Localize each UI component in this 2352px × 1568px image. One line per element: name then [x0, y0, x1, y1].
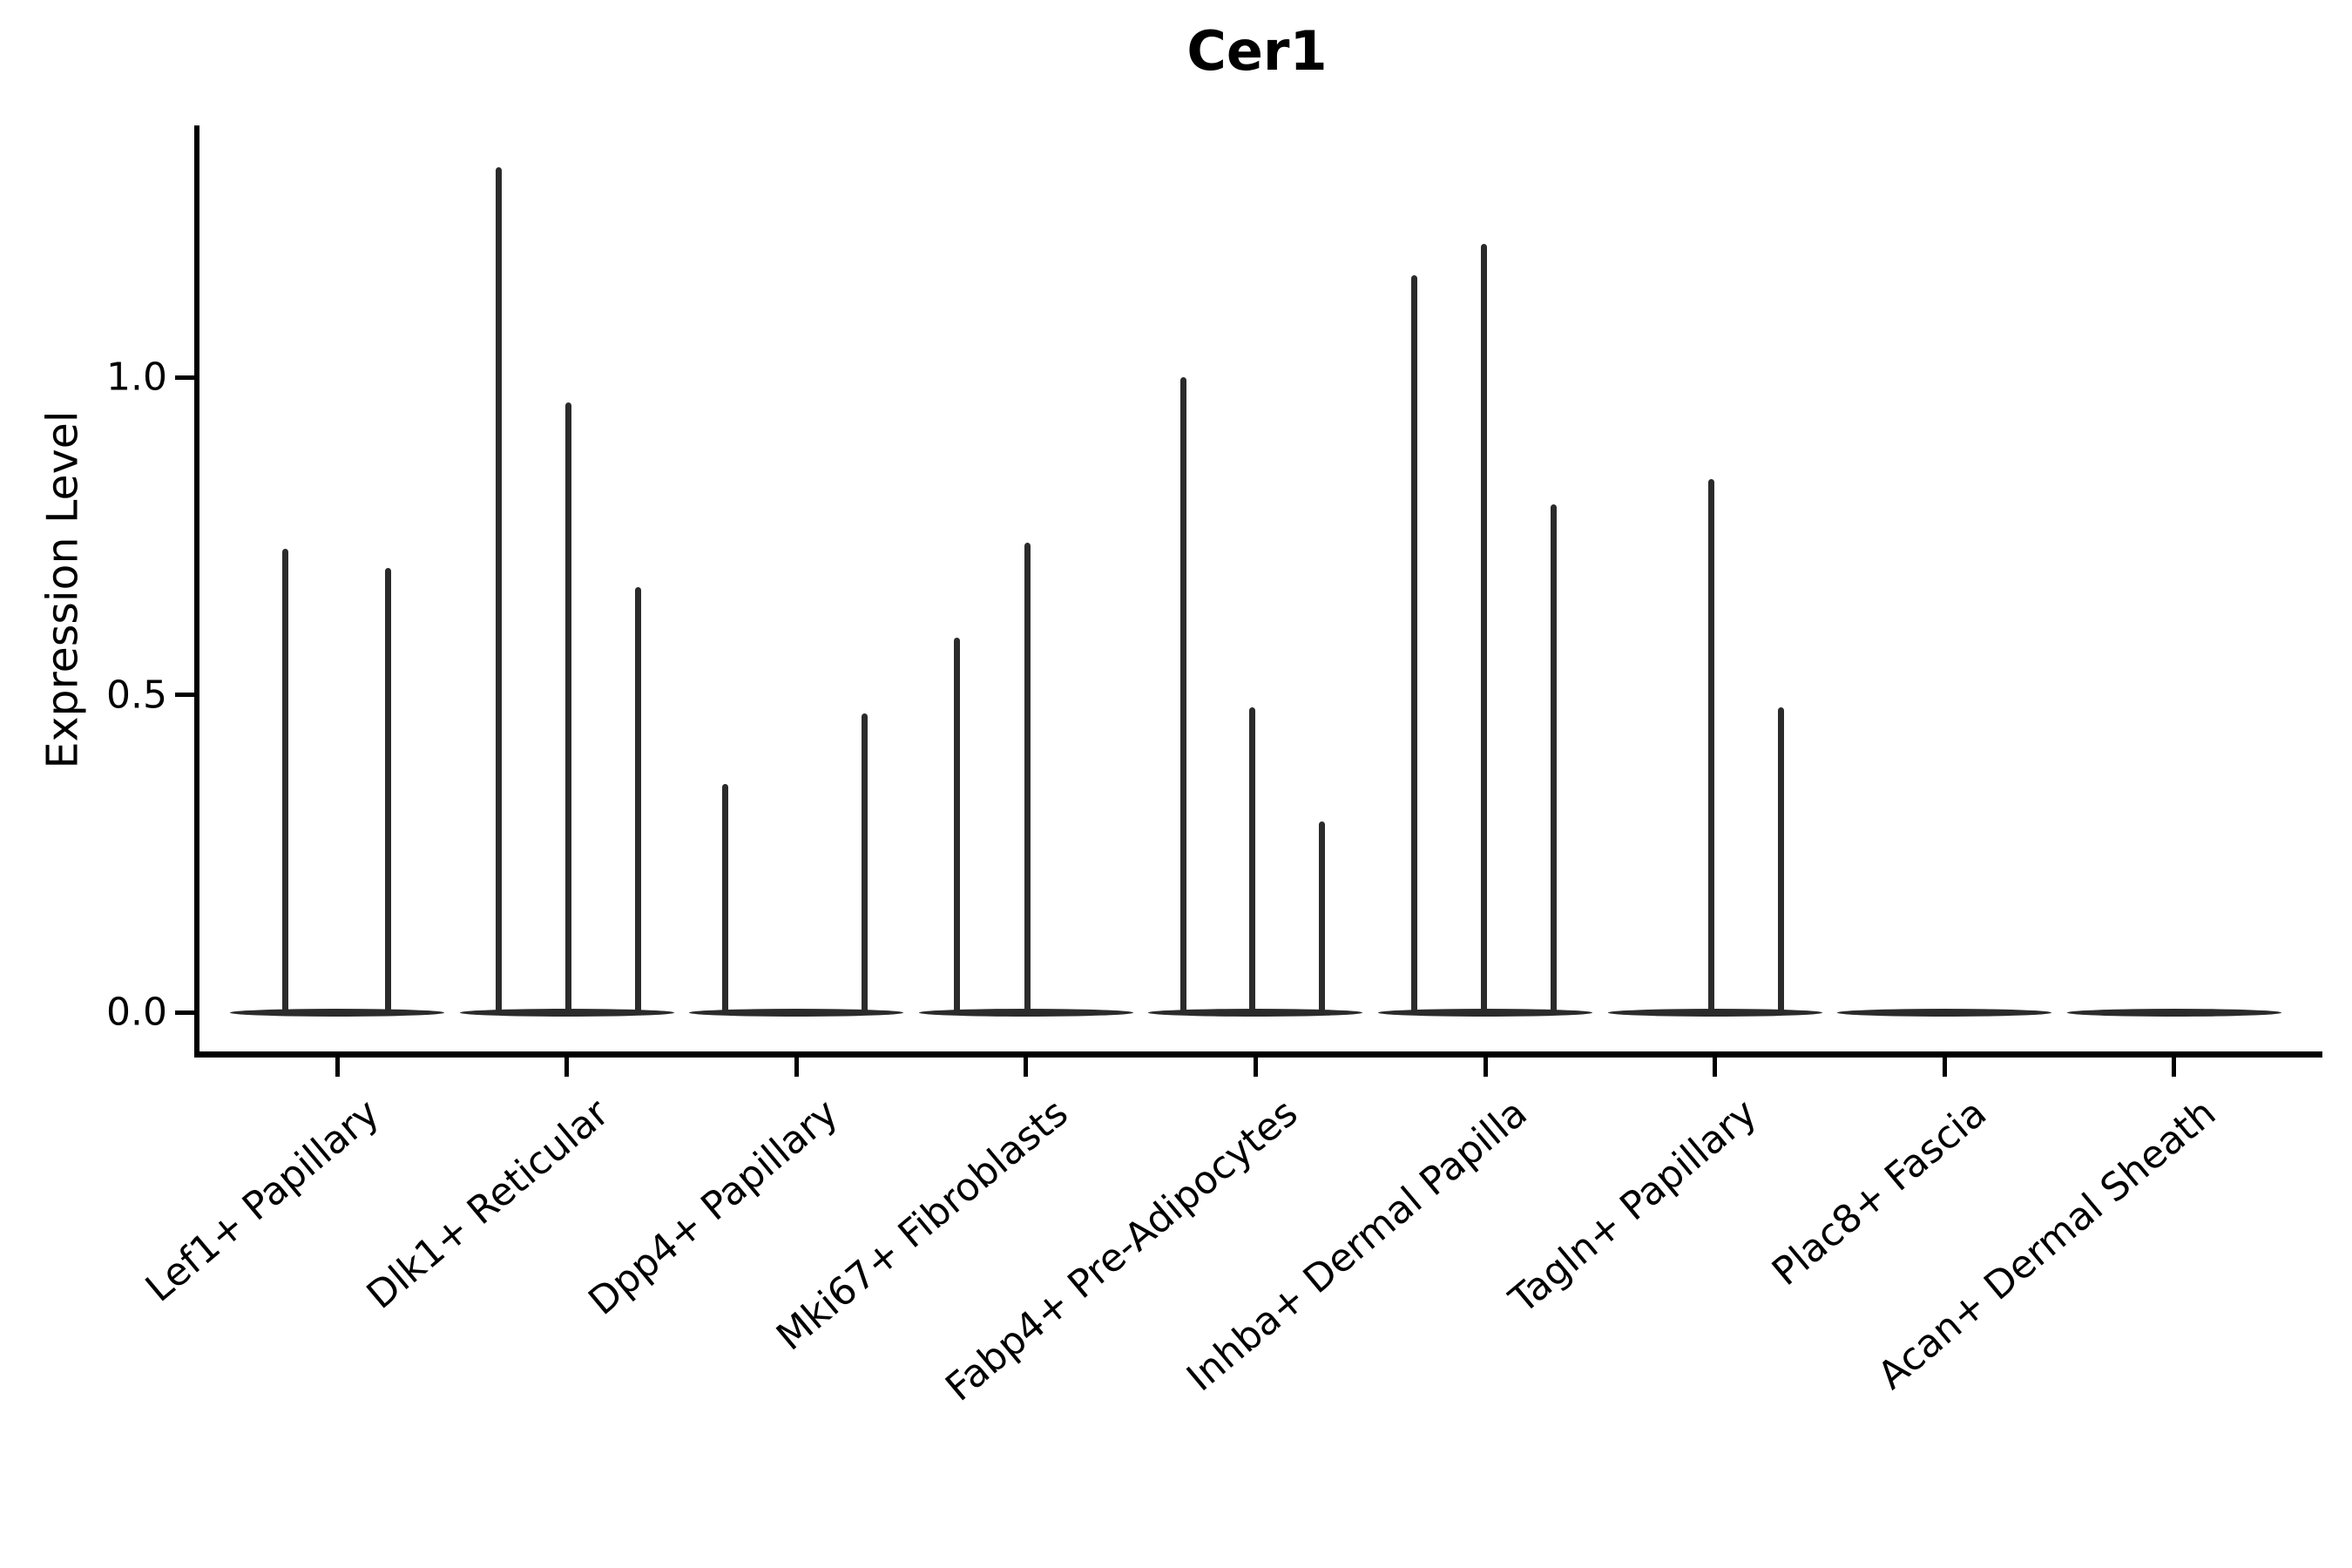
violin-spike: [1410, 275, 1417, 1012]
y-tick-mark: [175, 693, 194, 697]
violin-spike: [1708, 478, 1715, 1012]
violin-spike: [721, 783, 728, 1012]
violin-spike: [1179, 377, 1186, 1012]
x-tick-mark: [335, 1058, 340, 1077]
x-tick-label: Dpp4+ Papillary: [580, 1091, 847, 1324]
violin-spike: [1318, 821, 1325, 1012]
x-tick-label: Lef1+ Papillary: [137, 1091, 388, 1311]
x-tick-mark: [564, 1058, 570, 1077]
violin-spike: [954, 637, 961, 1012]
x-tick-mark: [1024, 1058, 1029, 1077]
violin-spike: [635, 586, 642, 1012]
violin-spike: [1024, 542, 1031, 1012]
violin-base: [1378, 1008, 1592, 1017]
y-tick-label: 1.0: [106, 355, 167, 400]
violin-spike: [565, 402, 572, 1012]
violin-spike: [1248, 707, 1255, 1012]
violin-base: [1607, 1008, 1822, 1017]
violin-spike: [1778, 707, 1785, 1012]
x-axis-spine: [194, 1051, 2322, 1058]
x-tick-label: Dlk1+ Reticular: [358, 1091, 618, 1318]
x-tick-mark: [794, 1058, 799, 1077]
violin-spike: [1480, 243, 1487, 1012]
violin-spike: [496, 167, 503, 1012]
violin-spike: [281, 548, 288, 1012]
y-axis-label: Expression Level: [37, 410, 88, 769]
violin-spike: [384, 567, 391, 1012]
y-tick-mark: [175, 1010, 194, 1015]
violin-base: [1837, 1008, 2052, 1017]
violin-base: [918, 1008, 1133, 1017]
violin-base: [689, 1008, 904, 1017]
violin-base: [1148, 1008, 1363, 1017]
y-tick-label: 0.0: [106, 990, 167, 1035]
x-tick-mark: [1942, 1058, 1947, 1077]
x-tick-mark: [1483, 1058, 1488, 1077]
x-tick-label: Tagln+ Papillary: [1501, 1091, 1766, 1322]
y-axis-spine: [194, 125, 199, 1058]
x-tick-mark: [1713, 1058, 1718, 1077]
violin-base: [230, 1008, 444, 1017]
y-tick-label: 0.5: [106, 672, 167, 717]
violin-base: [459, 1008, 674, 1017]
violin-spike: [861, 713, 868, 1012]
x-tick-label: Plac8+ Fascia: [1763, 1091, 1995, 1295]
x-tick-mark: [1253, 1058, 1258, 1077]
violin-base: [2066, 1008, 2281, 1017]
chart-title: Cer1: [1186, 19, 1328, 83]
violin-spike: [1550, 504, 1557, 1012]
x-tick-mark: [2172, 1058, 2177, 1077]
y-tick-mark: [175, 375, 194, 380]
